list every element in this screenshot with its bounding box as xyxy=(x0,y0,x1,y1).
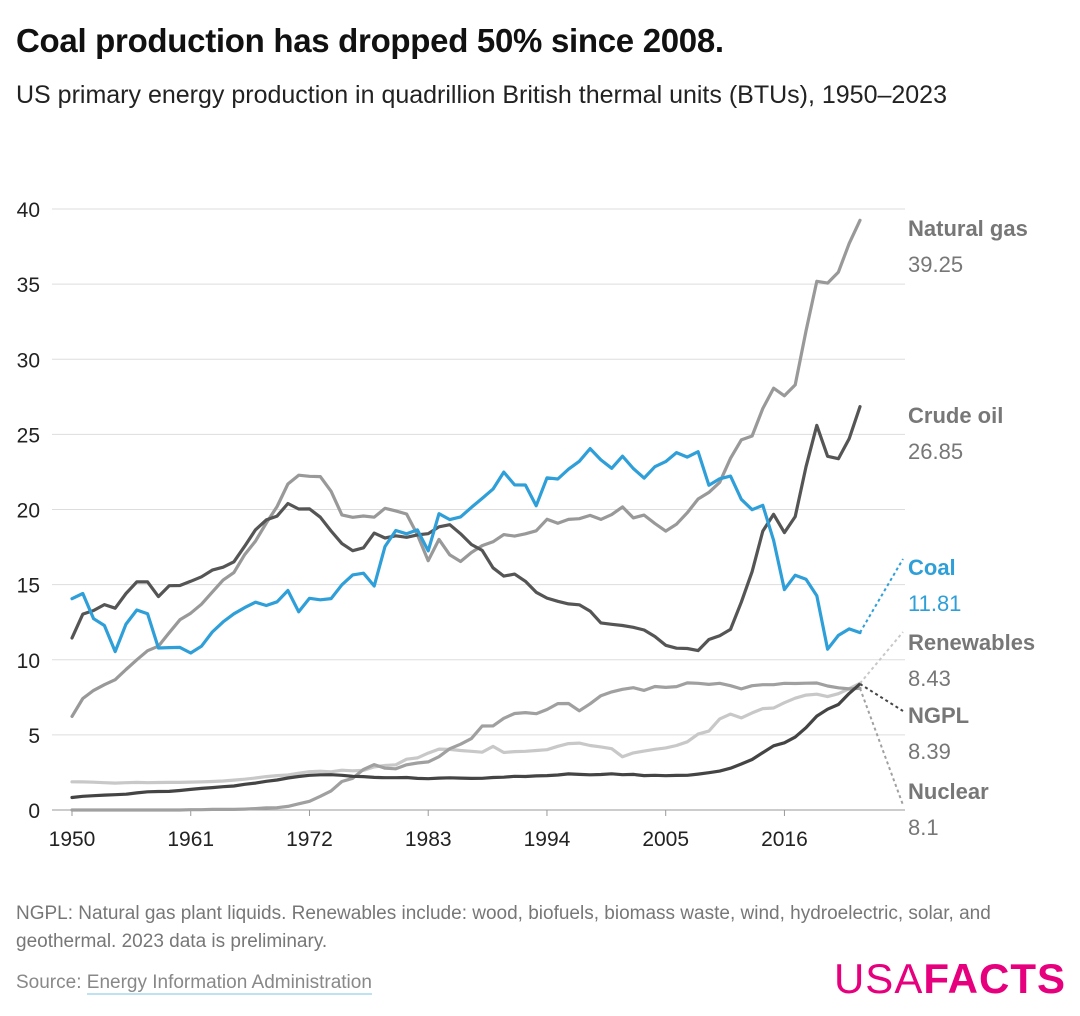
y-tick-label: 10 xyxy=(17,650,40,673)
end-label-name-renewables: Renewables xyxy=(908,630,1035,655)
x-tick-label: 1961 xyxy=(167,828,214,851)
y-axis-ticks: 0 5 10 15 20 25 30 35 40 xyxy=(17,199,40,823)
series-line-ngpl xyxy=(70,682,862,800)
x-tick-label: 2005 xyxy=(642,828,689,851)
y-tick-label: 40 xyxy=(17,199,40,222)
y-tick-label: 35 xyxy=(17,274,40,297)
end-label-name-ngpl: NGPL xyxy=(908,703,969,728)
leader-line-renewables xyxy=(859,631,904,684)
end-label-value-nuclear: 8.1 xyxy=(908,815,939,840)
series-end-labels: Natural gas 39.25 Crude oil 26.85 Coal 11.81 R… xyxy=(859,216,1035,840)
leader-line-coal xyxy=(859,558,904,634)
y-tick-label: 20 xyxy=(17,500,40,523)
series-lines xyxy=(70,218,862,812)
line-chart: 0 5 10 15 20 25 30 35 40 1950 1961 1972 1983 1994 200… xyxy=(17,199,1036,851)
end-label-name-natural-gas: Natural gas xyxy=(908,216,1028,241)
series-line-crude-oil xyxy=(70,405,862,653)
x-tick-label: 1994 xyxy=(524,828,571,851)
leader-line-ngpl xyxy=(859,683,904,712)
source-link[interactable]: Energy Information Administration xyxy=(86,972,372,995)
end-label-value-crude-oil: 26.85 xyxy=(908,439,963,464)
chart-subtitle: US primary energy production in quadrill… xyxy=(16,81,947,109)
footnote: NGPL: Natural gas plant liquids. Renewab… xyxy=(16,903,991,952)
series-line-coal xyxy=(70,447,862,655)
y-tick-label: 25 xyxy=(17,424,40,447)
y-tick-label: 0 xyxy=(28,800,40,823)
x-tick-label: 2016 xyxy=(761,828,808,851)
series-line-nuclear xyxy=(70,681,862,812)
y-tick-label: 15 xyxy=(17,575,40,598)
logo-facts: FACTS xyxy=(923,955,1066,1002)
x-axis-ticks: 1950 1961 1972 1983 1994 2005 2016 xyxy=(49,810,808,851)
end-label-value-renewables: 8.43 xyxy=(908,666,951,691)
gridlines xyxy=(52,208,905,811)
y-tick-label: 30 xyxy=(17,349,40,372)
y-tick-label: 5 xyxy=(28,725,40,748)
end-label-value-natural-gas: 39.25 xyxy=(908,252,963,277)
leader-line-nuclear xyxy=(859,687,904,806)
end-label-name-nuclear: Nuclear xyxy=(908,779,989,804)
usafacts-logo[interactable]: USAFACTS xyxy=(834,955,1066,1003)
logo-usa: USA xyxy=(833,955,924,1002)
x-tick-label: 1983 xyxy=(405,828,452,851)
x-tick-label: 1950 xyxy=(49,828,96,851)
x-tick-label: 1972 xyxy=(286,828,333,851)
end-label-name-coal: Coal xyxy=(908,555,956,580)
series-line-natural-gas xyxy=(70,218,862,719)
series-line-renewables xyxy=(70,681,862,785)
source-line: Source: Energy Information Administratio… xyxy=(16,972,372,995)
source-label: Source: xyxy=(16,972,87,993)
end-label-value-ngpl: 8.39 xyxy=(908,739,951,764)
chart-title: Coal production has dropped 50% since 20… xyxy=(16,22,724,59)
end-label-value-coal: 11.81 xyxy=(908,591,961,616)
end-label-name-crude-oil: Crude oil xyxy=(908,403,1003,428)
